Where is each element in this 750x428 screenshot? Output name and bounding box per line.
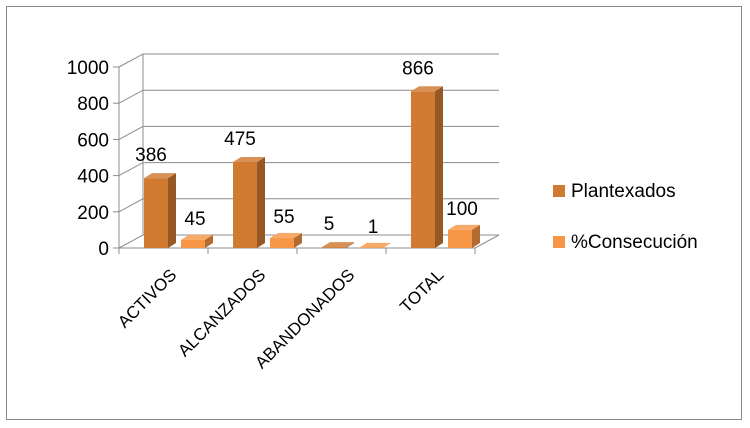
bar-top [359,242,391,248]
data-label: 45 [184,209,205,230]
bar-front [270,238,294,248]
bar-side [435,86,443,248]
bar-plantexados-2 [322,242,354,248]
bar-top [270,233,302,239]
legend-swatch [553,185,565,197]
legend-label: Plantexados [571,181,676,202]
bar-consecucion-0 [181,234,213,248]
bar-consecucion-2 [359,242,391,248]
bar-side [472,224,480,248]
y-tick-label: 200 [77,203,109,224]
bars [144,86,480,248]
y-tick-label: 800 [77,94,109,115]
legend: Plantexados %Consecución [553,181,698,253]
bar-top [233,157,265,163]
data-label: 5 [324,214,335,235]
bar-front [448,229,472,248]
chart-floor [118,234,500,249]
bar-consecucion-3 [448,224,480,248]
bar-plantexados-3 [411,86,443,248]
data-label: 100 [446,199,478,220]
y-tick-label: 1000 [67,58,109,79]
category-label: ABANDONADOS [251,265,358,372]
legend-label: %Consecución [571,232,698,253]
bar-top [411,86,443,92]
bar-front [144,178,168,248]
bar-front [181,239,205,248]
data-label: 475 [224,129,256,150]
bar-front [411,91,435,248]
category-label: ALCANZADOS [174,265,269,360]
bar-side [205,234,213,248]
y-tick-label: 400 [77,167,109,188]
bar-side [168,173,176,248]
gridline [118,162,499,177]
data-label: 386 [135,145,167,166]
gridlines [118,53,499,213]
y-tick-label: 0 [98,239,109,260]
data-label: 55 [273,207,294,228]
bar-top [144,173,176,179]
bar-side [294,233,302,248]
category-label: ACTIVOS [114,265,180,331]
category-label: TOTAL [396,265,447,316]
data-label: 1 [368,217,379,238]
y-tick-label: 600 [77,130,109,151]
y-axis-ticks: 0 200 400 600 800 1000 [67,58,119,260]
bar-top [448,224,480,230]
bar-consecucion-1 [270,233,302,248]
bar-top [322,242,354,248]
chart-frame: 0 200 400 600 800 1000 386 45 475 55 5 1 866 100 ACT… [6,6,742,420]
gridline [118,125,499,140]
legend-swatch [553,236,565,248]
bar-front [233,162,257,248]
bar-side [257,157,265,248]
gridline [118,53,499,68]
bar-side [346,242,354,248]
bar-top [181,234,213,240]
gridline [118,89,499,104]
bar-front [322,247,346,248]
bar-side [383,242,391,248]
gridline [118,198,499,213]
bar-plantexados-1 [233,157,265,248]
chart-walls [118,54,500,249]
data-label: 866 [402,58,434,79]
bar-plantexados-0 [144,173,176,248]
